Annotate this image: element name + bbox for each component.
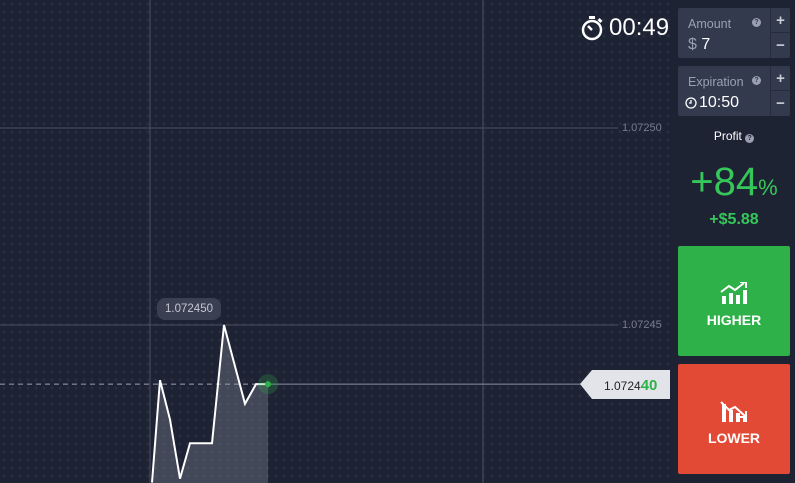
lower-button[interactable]: LOWER [678,364,790,474]
stopwatch-icon [581,16,603,41]
current-price-tail: 40 [640,377,658,395]
amount-field[interactable]: Amount ? $ 7 + − [678,8,790,58]
current-price-label: 1.072440 [580,370,670,400]
countdown-timer: 00:49 [580,14,669,42]
expiration-value[interactable]: 10:50 [685,94,739,112]
currency-symbol: $ [688,36,697,53]
help-icon[interactable]: ? [752,18,761,27]
chart-up-icon [720,282,747,304]
help-icon[interactable]: ? [745,134,755,143]
profit-label: Profit ? [678,129,790,143]
price-tooltip: 1.072450 [157,298,221,320]
expiration-field[interactable]: Expiration ? 10:50 + − [678,66,790,116]
current-point [265,381,271,388]
y-tick-label: 1.07250 [622,122,662,134]
chart-down-icon [720,401,747,422]
expiration-increase-button[interactable]: + [770,66,790,91]
y-tick-label: 1.07245 [622,319,662,331]
world-map-background [0,0,670,483]
profit-percent: +84% [690,160,778,204]
amount-value[interactable]: $ 7 [688,36,710,54]
lower-label: LOWER [707,430,761,446]
timer-value: 00:49 [609,14,670,41]
clock-icon [685,97,697,109]
amount-number: 7 [701,36,711,53]
current-price-main: 1.0724 [604,379,641,394]
expiration-label: Expiration [688,75,744,89]
profit-amount: +$5.88 [709,211,759,228]
expiration-time: 10:50 [699,94,740,111]
help-icon[interactable]: ? [752,76,761,85]
higher-button[interactable]: HIGHER [678,246,790,356]
amount-label: Amount [688,17,732,31]
expiration-decrease-button[interactable]: − [770,91,790,116]
price-area [152,325,268,483]
amount-decrease-button[interactable]: − [770,33,790,58]
price-line [151,324,268,483]
amount-increase-button[interactable]: + [770,8,790,33]
higher-label: HIGHER [706,312,762,328]
